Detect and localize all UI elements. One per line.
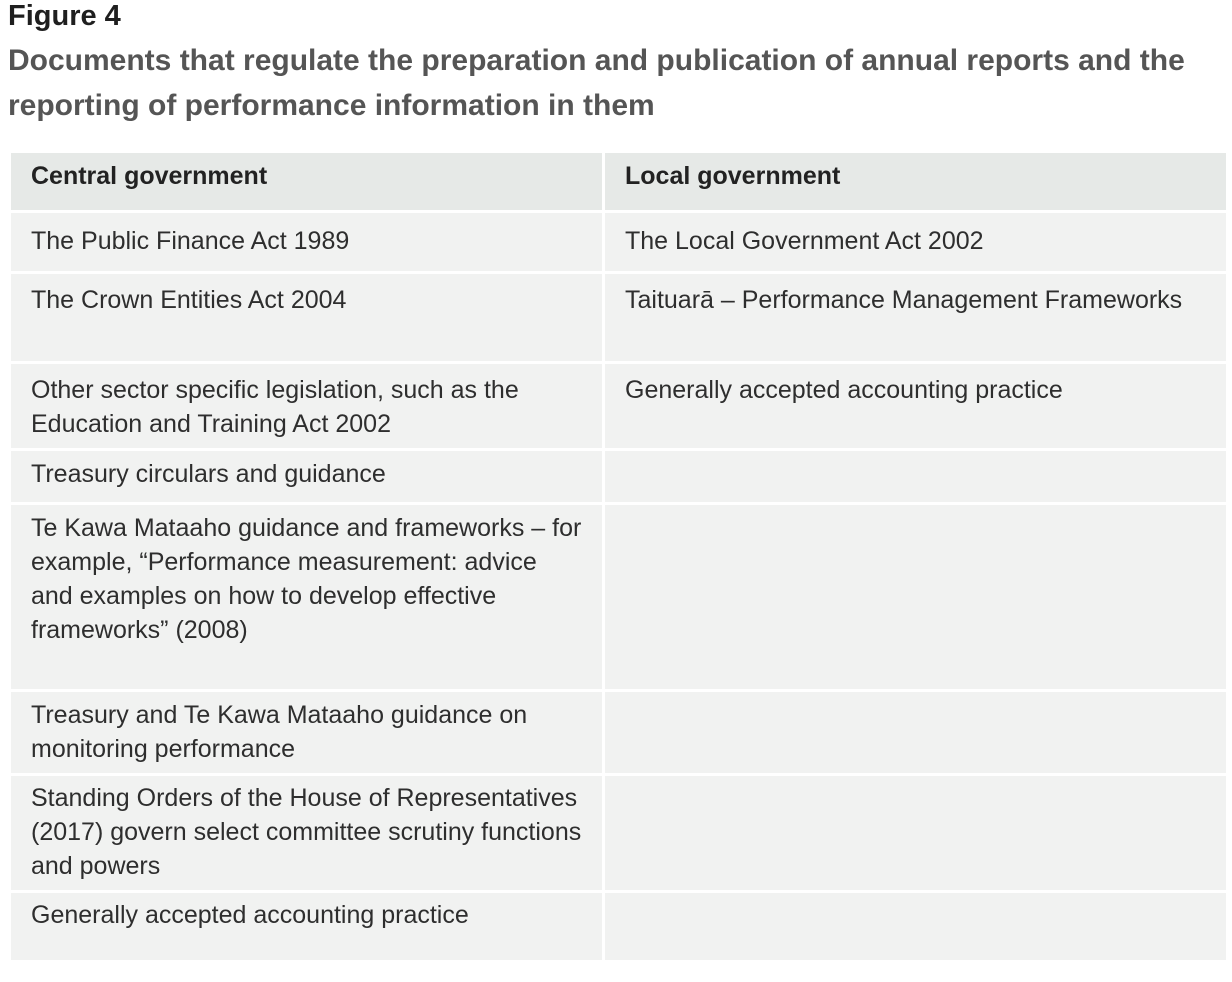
- column-header-central: Central government: [11, 153, 602, 210]
- column-header-local: Local government: [605, 153, 1226, 210]
- table-cell-central: Other sector specific legislation, such …: [11, 364, 602, 448]
- table-row: The Public Finance Act 1989 The Local Go…: [11, 213, 1226, 271]
- table-header-row: Central government Local government: [11, 153, 1226, 210]
- table-row: Treasury circulars and guidance: [11, 451, 1226, 502]
- table-cell-central: Standing Orders of the House of Represen…: [11, 776, 602, 890]
- table-cell-central: Treasury circulars and guidance: [11, 451, 602, 502]
- table-row: Other sector specific legislation, such …: [11, 364, 1226, 448]
- figure-title: Documents that regulate the preparation …: [8, 44, 1185, 122]
- table-cell-central: Te Kawa Mataaho guidance and frameworks …: [11, 505, 602, 689]
- table-cell-local: Taituarā – Performance Management Framew…: [605, 274, 1226, 361]
- table-cell-local: [605, 776, 1226, 890]
- table-cell-central: The Public Finance Act 1989: [11, 213, 602, 271]
- table-cell-central: Treasury and Te Kawa Mataaho guidance on…: [11, 692, 602, 773]
- table-row: Te Kawa Mataaho guidance and frameworks …: [11, 505, 1226, 689]
- table-cell-local: [605, 893, 1226, 960]
- documents-table: Central government Local government The …: [8, 150, 1229, 963]
- table-cell-local: [605, 451, 1226, 502]
- table-cell-central: Generally accepted accounting practice: [11, 893, 602, 960]
- table-cell-local: [605, 505, 1226, 689]
- table-cell-local: [605, 692, 1226, 773]
- table-row: Generally accepted accounting practice: [11, 893, 1226, 960]
- table-cell-central: The Crown Entities Act 2004: [11, 274, 602, 361]
- table-cell-local: The Local Government Act 2002: [605, 213, 1226, 271]
- table-cell-local: Generally accepted accounting practice: [605, 364, 1226, 448]
- figure-label: Figure 4: [8, 0, 121, 32]
- table-row: Treasury and Te Kawa Mataaho guidance on…: [11, 692, 1226, 773]
- table-row: The Crown Entities Act 2004 Taituarā – P…: [11, 274, 1226, 361]
- table-row: Standing Orders of the House of Represen…: [11, 776, 1226, 890]
